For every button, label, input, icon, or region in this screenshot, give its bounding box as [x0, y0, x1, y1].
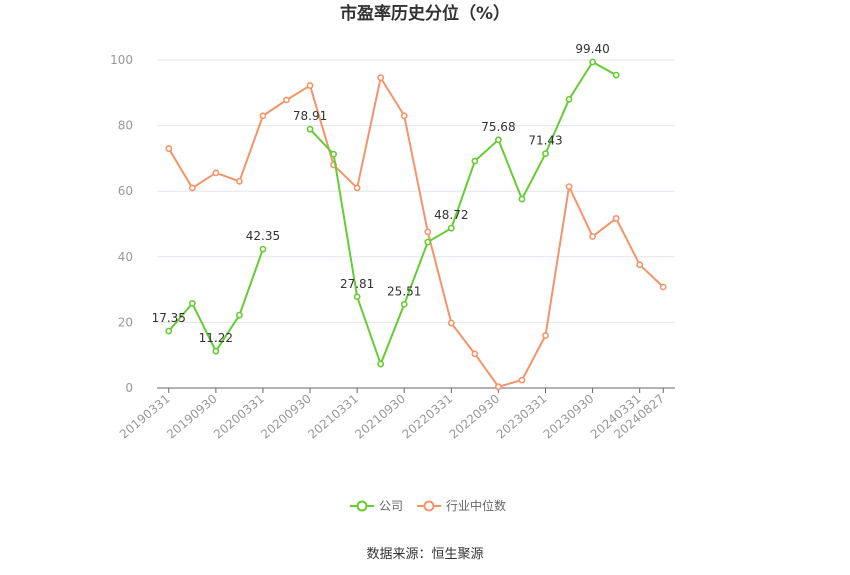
- x-tick-label: 20210331: [305, 392, 361, 442]
- data-point[interactable]: [542, 332, 549, 339]
- data-point[interactable]: [236, 311, 243, 319]
- data-point[interactable]: [212, 347, 220, 355]
- data-point[interactable]: [165, 327, 173, 335]
- data-point[interactable]: [636, 261, 644, 269]
- x-tick-label: 20210930: [352, 392, 408, 442]
- axes: 0 20 40 60 80 100 2019033120190930202003312020…: [110, 53, 675, 442]
- x-tick-label: 20190331: [117, 392, 173, 442]
- data-label: 27.81: [340, 277, 374, 291]
- x-tick-label: 20230930: [541, 392, 597, 442]
- data-point[interactable]: [212, 169, 220, 177]
- x-tick-label: 20190930: [164, 392, 220, 442]
- data-label: 25.51: [387, 284, 421, 298]
- y-tick-label: 40: [118, 250, 133, 264]
- grid: [157, 59, 675, 323]
- data-point[interactable]: [589, 58, 596, 66]
- data-point[interactable]: [471, 350, 479, 358]
- legend-marker-icon: [423, 500, 435, 512]
- data-point[interactable]: [306, 125, 314, 133]
- data-label: 99.40: [575, 42, 609, 56]
- data-point[interactable]: [400, 112, 408, 120]
- x-tick-label: 20220331: [399, 392, 455, 442]
- data-label: 48.72: [434, 208, 468, 222]
- legend-item-industry-median[interactable]: 行业中位数: [417, 498, 506, 513]
- series: [165, 58, 667, 391]
- series-company: [165, 58, 620, 368]
- x-tick-label: 20200331: [211, 392, 267, 442]
- data-point[interactable]: [518, 195, 526, 203]
- data-point[interactable]: [542, 150, 549, 158]
- source-note: 数据来源：恒生聚源: [366, 547, 483, 562]
- data-point[interactable]: [283, 96, 290, 104]
- data-point[interactable]: [377, 74, 385, 82]
- series-industry-median: [165, 74, 667, 391]
- y-tick-label: 60: [118, 184, 133, 198]
- data-point[interactable]: [353, 293, 361, 301]
- x-tick-label: 20220930: [447, 392, 503, 442]
- data-point[interactable]: [518, 376, 526, 384]
- y-tick-label: 80: [118, 119, 133, 133]
- data-point[interactable]: [495, 136, 502, 144]
- data-point[interactable]: [612, 215, 620, 222]
- series-line: [167, 75, 664, 388]
- data-point[interactable]: [377, 360, 385, 368]
- legend-label: 公司: [379, 499, 403, 513]
- data-point[interactable]: [424, 238, 432, 246]
- data-point[interactable]: [447, 224, 455, 232]
- data-label: 75.68: [481, 120, 515, 134]
- data-point[interactable]: [353, 184, 361, 192]
- legend-item-company[interactable]: 公司: [350, 499, 403, 513]
- data-point[interactable]: [589, 233, 596, 240]
- data-point[interactable]: [612, 71, 620, 79]
- data-point[interactable]: [471, 157, 479, 165]
- data-point[interactable]: [565, 183, 573, 191]
- x-tick-label: 20230331: [494, 392, 550, 442]
- data-point[interactable]: [259, 112, 267, 120]
- y-tick-label: 20: [118, 315, 133, 329]
- data-labels: 17.35 11.22 42.35 78.91 27.81 25.51 48.72 75.68…: [152, 42, 610, 345]
- legend-label: 行业中位数: [446, 498, 506, 513]
- legend-marker-icon: [356, 500, 368, 512]
- data-point[interactable]: [659, 283, 667, 291]
- data-point[interactable]: [165, 145, 173, 152]
- data-point[interactable]: [447, 319, 455, 327]
- data-point[interactable]: [495, 383, 502, 391]
- data-point[interactable]: [330, 150, 337, 158]
- data-label: 11.22: [199, 331, 233, 345]
- data-point[interactable]: [188, 299, 196, 307]
- data-point[interactable]: [400, 300, 408, 308]
- y-tick-label: 0: [125, 381, 133, 395]
- data-point[interactable]: [236, 177, 243, 185]
- chart-title: 市盈率历史分位（%）: [340, 3, 510, 24]
- data-label: 78.91: [293, 109, 327, 123]
- y-tick-label: 100: [110, 53, 133, 67]
- data-label: 42.35: [246, 229, 280, 243]
- data-point[interactable]: [565, 95, 573, 103]
- data-label: 17.35: [152, 311, 186, 325]
- legend[interactable]: 公司 行业中位数: [350, 498, 506, 513]
- data-point[interactable]: [188, 184, 196, 192]
- x-tick-label: 20200930: [258, 392, 314, 442]
- data-point[interactable]: [424, 228, 432, 236]
- data-point[interactable]: [259, 245, 267, 253]
- data-label: 71.43: [528, 134, 562, 148]
- data-point[interactable]: [306, 82, 314, 89]
